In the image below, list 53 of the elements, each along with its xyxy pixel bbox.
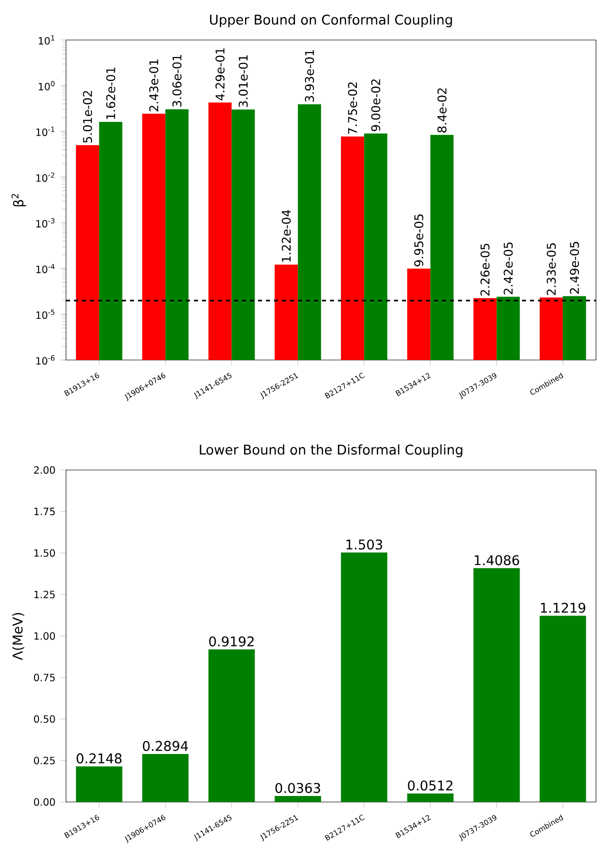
y-tick-label: 0.25	[34, 756, 55, 764]
data-label: 3.93e-01	[304, 50, 314, 102]
data-label: 4.29e-01	[215, 48, 225, 100]
bar	[142, 754, 189, 802]
data-label: 7.75e-02	[348, 82, 358, 134]
y-axis-title: β$^{2}$	[12, 194, 26, 206]
data-label: 1.1219	[541, 602, 586, 613]
chart-title: Lower Bound on the Disformal Coupling	[200, 444, 462, 458]
y-tick-label: 0.00	[34, 798, 55, 806]
bar	[473, 568, 520, 802]
data-label: 0.2894	[142, 740, 188, 752]
data-label: 8.4e-02	[437, 88, 447, 132]
bar	[76, 766, 122, 802]
y-tick-label: 10$^{-5}$	[36, 310, 54, 319]
bar	[274, 796, 322, 802]
data-label: 1.62e-01	[106, 68, 116, 119]
y-tick-label: 1.50	[34, 549, 55, 557]
data-label: 1.503	[346, 539, 382, 550]
bar	[340, 552, 388, 802]
y-axis-title: Λ(MeV)	[12, 612, 24, 660]
bar	[208, 649, 255, 802]
y-tick-label: 2.00	[34, 466, 55, 474]
data-label: 1.4086	[474, 555, 520, 566]
y-tick-label: 1.75	[34, 508, 55, 516]
y-tick-label: 10$^{1}$	[38, 35, 54, 45]
data-label: 5.01e-02	[82, 91, 92, 143]
data-label: 2.26e-05	[480, 244, 490, 296]
y-tick-label: 1.00	[34, 632, 55, 640]
data-label: 1.22e-04	[282, 210, 291, 262]
data-label: 2.33e-05	[546, 243, 556, 296]
data-label: 0.9192	[209, 636, 254, 646]
y-tick-label: 10$^{-2}$	[36, 172, 54, 182]
y-tick-label: 10$^{-3}$	[36, 218, 54, 228]
data-label: 2.42e-05	[504, 242, 513, 294]
y-tick-label: 0.75	[34, 674, 55, 682]
y-tick-label: 10$^{0}$	[38, 81, 54, 90]
data-label: 0.0363	[275, 782, 320, 794]
bar	[540, 616, 586, 802]
y-tick-label: 0.50	[34, 715, 55, 723]
y-tick-label: 10$^{-6}$	[36, 355, 54, 365]
data-label: 3.06e-01	[172, 55, 182, 107]
data-label: 3.01e-01	[238, 55, 248, 108]
chart-title: Upper Bound on Conformal Coupling	[210, 14, 452, 28]
data-label: 0.0512	[408, 780, 452, 791]
data-label: 9.00e-02	[371, 79, 380, 132]
data-label: 2.43e-01	[149, 60, 158, 112]
data-label: 0.2148	[76, 753, 122, 764]
data-label: 2.49e-05	[570, 242, 580, 294]
y-tick-label: 10$^{-4}$	[36, 264, 55, 274]
data-label: 9.95e-05	[414, 214, 424, 266]
bar	[407, 794, 454, 802]
y-tick-label: 1.25	[34, 590, 55, 598]
y-tick-label: 10$^{-1}$	[36, 126, 54, 136]
